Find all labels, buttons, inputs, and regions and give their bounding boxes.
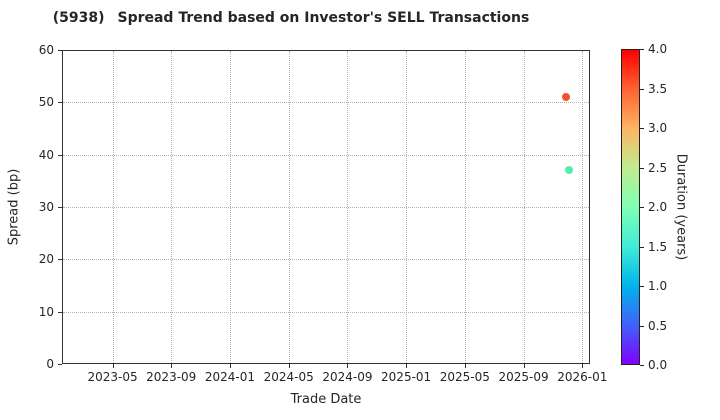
x-tick-label: 2026-01	[557, 370, 608, 384]
x-tick-label: 2023-09	[146, 370, 197, 384]
colorbar-tick-mark	[640, 207, 644, 208]
y-tick-label: 60	[38, 43, 54, 57]
colorbar-tick-mark	[640, 286, 644, 287]
x-tick-label: 2024-05	[263, 370, 314, 384]
x-tick-label: 2025-05	[439, 370, 490, 384]
x-tick-mark	[406, 364, 408, 368]
x-tick-mark	[523, 364, 525, 368]
y-gridline	[63, 311, 589, 313]
data-point	[561, 93, 570, 102]
x-tick-mark	[112, 364, 114, 368]
x-tick-label: 2024-09	[322, 370, 373, 384]
plot-area	[62, 50, 590, 364]
colorbar-tick-mark	[640, 128, 644, 129]
x-tick-mark	[229, 364, 231, 368]
y-tick-mark	[58, 364, 62, 365]
x-axis-label: Trade Date	[290, 392, 362, 407]
y-tick-label: 10	[38, 304, 54, 319]
y-gridline	[63, 259, 589, 261]
y-gridline	[63, 207, 589, 208]
colorbar-tick-label: 2.0	[648, 200, 668, 214]
x-tick-mark	[582, 364, 584, 368]
colorbar-tick-label: 1.0	[648, 279, 668, 293]
colorbar	[621, 49, 640, 365]
y-gridline	[63, 102, 589, 104]
colorbar-tick-mark	[640, 49, 644, 50]
chart-title: (5938) Spread Trend based on Investor's S…	[53, 10, 530, 26]
colorbar-tick-label: 4.0	[648, 42, 668, 56]
colorbar-tick-label: 0.5	[648, 318, 668, 333]
colorbar-tick-mark	[640, 167, 644, 169]
ticker-code: (5938)	[52, 10, 105, 26]
x-tick-label: 2024-01	[204, 370, 256, 384]
colorbar-tick-label: 2.5	[648, 160, 668, 175]
colorbar-tick-mark	[640, 325, 644, 327]
y-tick-mark	[58, 102, 62, 104]
x-tick-mark	[347, 364, 349, 368]
x-tick-mark	[288, 364, 290, 368]
colorbar-tick-mark	[640, 365, 644, 366]
y-tick-label: 50	[38, 95, 54, 110]
y-gridline	[63, 154, 589, 156]
x-tick-label: 2025-01	[381, 370, 432, 384]
x-tick-label: 2025-09	[498, 370, 549, 384]
colorbar-tick-mark	[640, 246, 644, 248]
colorbar-label: Duration (years)	[673, 153, 689, 261]
y-tick-mark	[58, 207, 62, 208]
data-point	[565, 166, 574, 175]
colorbar-tick-label: 1.5	[648, 239, 668, 254]
colorbar-tick-label: 3.0	[648, 121, 668, 135]
colorbar-tick-label: 0.0	[648, 358, 668, 372]
x-tick-label: 2023-05	[87, 370, 138, 384]
y-axis-label: Spread (bp)	[6, 168, 22, 246]
y-tick-label: 30	[38, 200, 54, 214]
y-tick-mark	[58, 259, 62, 261]
colorbar-tick-label: 3.5	[648, 81, 668, 96]
y-tick-mark	[58, 154, 62, 156]
y-tick-label: 0	[46, 357, 54, 371]
y-tick-mark	[58, 311, 62, 313]
colorbar-tick-mark	[640, 88, 644, 90]
x-tick-mark	[464, 364, 466, 368]
y-tick-label: 40	[38, 147, 54, 162]
y-tick-mark	[58, 50, 62, 51]
chart-title-text: Spread Trend based on Investor's SELL Tr…	[117, 10, 530, 26]
y-tick-label: 20	[38, 252, 54, 267]
x-tick-mark	[171, 364, 173, 368]
